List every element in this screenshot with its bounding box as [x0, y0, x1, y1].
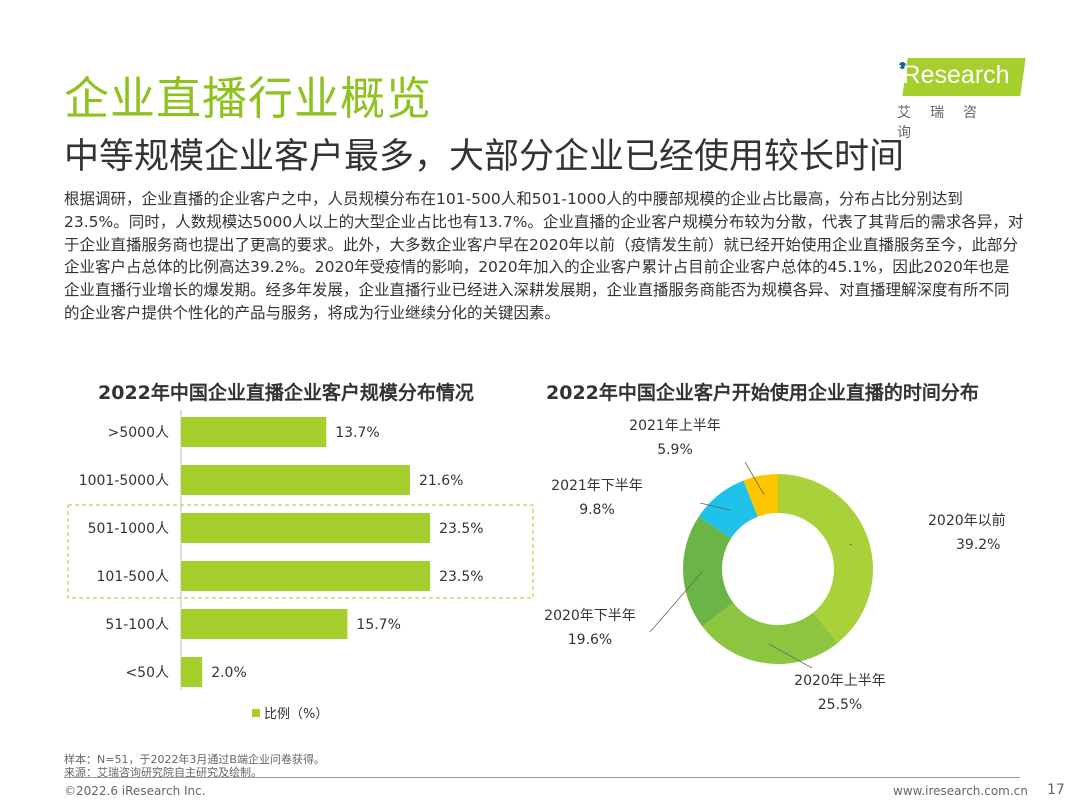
iresearch-logo: iResearch 艾瑞咨询 — [893, 58, 1026, 141]
category-label: 501-1000人 — [88, 521, 169, 537]
donut-chart-title: 2022年中国企业客户开始使用企业直播的时间分布 — [546, 382, 979, 404]
page-subtitle: 中等规模企业客户最多，大部分企业已经使用较长时间 — [64, 137, 905, 177]
slice-value: 39.2% — [956, 537, 1000, 553]
slice-value: 9.8% — [579, 502, 615, 518]
donut-slice — [743, 474, 778, 517]
data-label: 13.7% — [335, 425, 379, 441]
legend-label: 比例（%） — [264, 707, 328, 722]
bar — [181, 513, 431, 543]
page-number: 17 — [1047, 782, 1065, 798]
slice-value: 25.5% — [818, 697, 862, 713]
bar — [181, 609, 348, 639]
sample-note: 样本：N=51，于2022年3月通过B端企业问卷获得。 — [64, 753, 325, 766]
leader-line — [768, 643, 813, 669]
leader-line — [849, 543, 853, 546]
donut-chart: 2020年以前 39.2% 2020年上半年 25.5% 2020年下半年 19.6% 20… — [544, 418, 1006, 713]
slice-value: 5.9% — [657, 442, 693, 458]
slice-category: 2020年上半年 — [794, 673, 886, 689]
page-title: 企业直播行业概览 — [64, 72, 433, 125]
slice-value: 19.6% — [568, 632, 612, 648]
donut-slice — [683, 516, 734, 627]
bar — [181, 465, 410, 495]
donut-slice — [778, 474, 873, 643]
leader-line — [699, 502, 731, 511]
donut-slice — [702, 602, 838, 664]
slice-category: 2020年下半年 — [544, 608, 636, 624]
bar-chart-title: 2022年中国企业直播企业客户规模分布情况 — [98, 382, 474, 404]
bar — [181, 561, 431, 591]
slice-category: 2020年以前 — [928, 512, 1006, 529]
copyright: ©2022.6 iResearch Inc. — [64, 784, 206, 798]
bar — [181, 657, 203, 687]
category-label: <50人 — [125, 665, 169, 681]
footer-divider — [64, 777, 1020, 778]
data-label: 23.5% — [439, 521, 483, 537]
legend-swatch — [252, 709, 260, 717]
category-label: 1001-5000人 — [79, 473, 169, 489]
summary-paragraph: 根据调研，企业直播的企业客户之中，人员规模分布在101-500人和501-100… — [64, 190, 1024, 322]
category-label: 51-100人 — [105, 617, 169, 633]
leader-line — [744, 461, 765, 495]
data-label: 23.5% — [439, 569, 483, 585]
slice-category: 2021年下半年 — [551, 478, 643, 494]
category-label: 101-500人 — [97, 569, 170, 585]
category-label: >5000人 — [108, 425, 169, 441]
data-label: 15.7% — [356, 617, 400, 633]
slice-category: 2021年上半年 — [629, 418, 721, 434]
leader-line — [649, 571, 703, 633]
bar — [181, 417, 327, 447]
highlight-box — [67, 504, 534, 599]
data-label: 2.0% — [211, 665, 247, 681]
website: www.iresearch.com.cn — [893, 784, 1028, 798]
bar-chart: >5000人 13.7% 1001-5000人 21.6% 501-1000人 23.5%… — [67, 410, 534, 722]
data-label: 21.6% — [419, 473, 463, 489]
source-note: 来源：艾瑞咨询研究院自主研究及绘制。 — [64, 766, 262, 779]
